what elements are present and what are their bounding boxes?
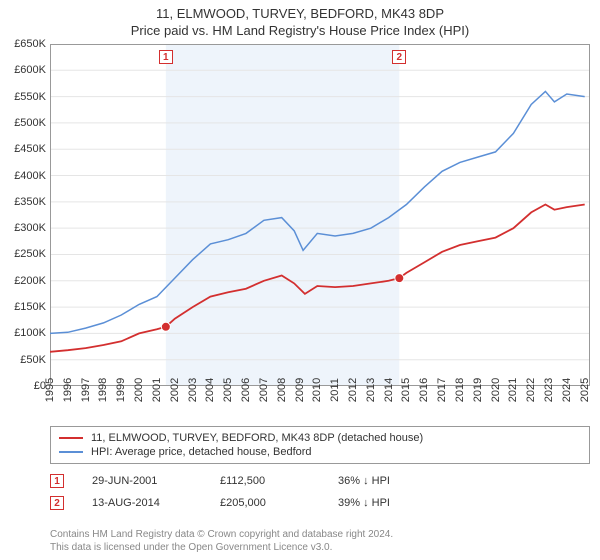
legend-label: 11, ELMWOOD, TURVEY, BEDFORD, MK43 8DP (…: [91, 432, 423, 444]
chart-plot-area: 12: [50, 44, 590, 386]
chart-title-line2: Price paid vs. HM Land Registry's House …: [0, 21, 600, 42]
x-tick-label: 2004: [204, 378, 216, 402]
y-tick-label: £550K: [14, 91, 46, 103]
y-tick-label: £400K: [14, 170, 46, 182]
y-tick-label: £350K: [14, 196, 46, 208]
x-tick-label: 2003: [187, 378, 199, 402]
y-tick-label: £600K: [14, 64, 46, 76]
y-tick-label: £250K: [14, 248, 46, 260]
x-tick-label: 2016: [418, 378, 430, 402]
sales-delta-hpi: 39% ↓ HPI: [338, 497, 428, 509]
sales-date: 29-JUN-2001: [92, 475, 192, 487]
sale-marker-1: 1: [159, 50, 173, 64]
x-tick-label: 1997: [80, 378, 92, 402]
legend-swatch: [59, 451, 83, 453]
x-tick-label: 2008: [276, 378, 288, 402]
x-tick-label: 2023: [543, 378, 555, 402]
x-tick-label: 2010: [311, 378, 323, 402]
x-axis: 1995199619971998199920002001200220032004…: [50, 386, 590, 422]
y-tick-label: £50K: [20, 354, 46, 366]
legend-label: HPI: Average price, detached house, Bedf…: [91, 446, 312, 458]
x-tick-label: 1999: [115, 378, 127, 402]
sales-date: 13-AUG-2014: [92, 497, 192, 509]
x-tick-label: 2000: [133, 378, 145, 402]
y-tick-label: £200K: [14, 275, 46, 287]
x-tick-label: 2001: [151, 378, 163, 402]
x-tick-label: 2012: [347, 378, 359, 402]
x-tick-label: 2022: [525, 378, 537, 402]
x-tick-label: 2020: [490, 378, 502, 402]
footer-attribution: Contains HM Land Registry data © Crown c…: [50, 528, 590, 554]
sales-marker-box: 1: [50, 474, 64, 488]
chart-title-line1: 11, ELMWOOD, TURVEY, BEDFORD, MK43 8DP: [0, 0, 600, 21]
x-tick-label: 1996: [62, 378, 74, 402]
x-tick-label: 2017: [436, 378, 448, 402]
x-tick-label: 2024: [561, 378, 573, 402]
x-tick-label: 2013: [365, 378, 377, 402]
y-tick-label: £100K: [14, 327, 46, 339]
x-tick-label: 2002: [169, 378, 181, 402]
sales-row: 1 29-JUN-2001 £112,500 36% ↓ HPI: [50, 470, 590, 492]
footer-line1: Contains HM Land Registry data © Crown c…: [50, 528, 590, 541]
sales-marker-box: 2: [50, 496, 64, 510]
sales-delta-hpi: 36% ↓ HPI: [338, 475, 428, 487]
x-tick-label: 2011: [329, 378, 341, 402]
x-tick-label: 2009: [294, 378, 306, 402]
x-tick-label: 2006: [240, 378, 252, 402]
y-axis: £0£50K£100K£150K£200K£250K£300K£350K£400…: [0, 44, 50, 386]
x-tick-label: 2007: [258, 378, 270, 402]
sales-price: £112,500: [220, 475, 310, 487]
x-tick-label: 2005: [222, 378, 234, 402]
x-tick-label: 2014: [383, 378, 395, 402]
y-tick-label: £300K: [14, 222, 46, 234]
chart-svg: [50, 44, 590, 386]
legend-item: 11, ELMWOOD, TURVEY, BEDFORD, MK43 8DP (…: [59, 431, 581, 445]
x-tick-label: 1995: [44, 378, 56, 402]
y-tick-label: £450K: [14, 143, 46, 155]
y-tick-label: £500K: [14, 117, 46, 129]
x-tick-label: 1998: [97, 378, 109, 402]
sale-marker-2: 2: [392, 50, 406, 64]
x-tick-label: 2019: [472, 378, 484, 402]
sales-price: £205,000: [220, 497, 310, 509]
x-tick-label: 2025: [579, 378, 591, 402]
legend-swatch: [59, 437, 83, 439]
footer-line2: This data is licensed under the Open Gov…: [50, 541, 590, 554]
x-tick-label: 2021: [507, 378, 519, 402]
x-tick-label: 2018: [454, 378, 466, 402]
y-tick-label: £650K: [14, 38, 46, 50]
y-tick-label: £150K: [14, 301, 46, 313]
x-tick-label: 2015: [400, 378, 412, 402]
legend: 11, ELMWOOD, TURVEY, BEDFORD, MK43 8DP (…: [50, 426, 590, 464]
sales-row: 2 13-AUG-2014 £205,000 39% ↓ HPI: [50, 492, 590, 514]
sales-table: 1 29-JUN-2001 £112,500 36% ↓ HPI 2 13-AUG-201…: [50, 470, 590, 514]
legend-item: HPI: Average price, detached house, Bedf…: [59, 445, 581, 459]
